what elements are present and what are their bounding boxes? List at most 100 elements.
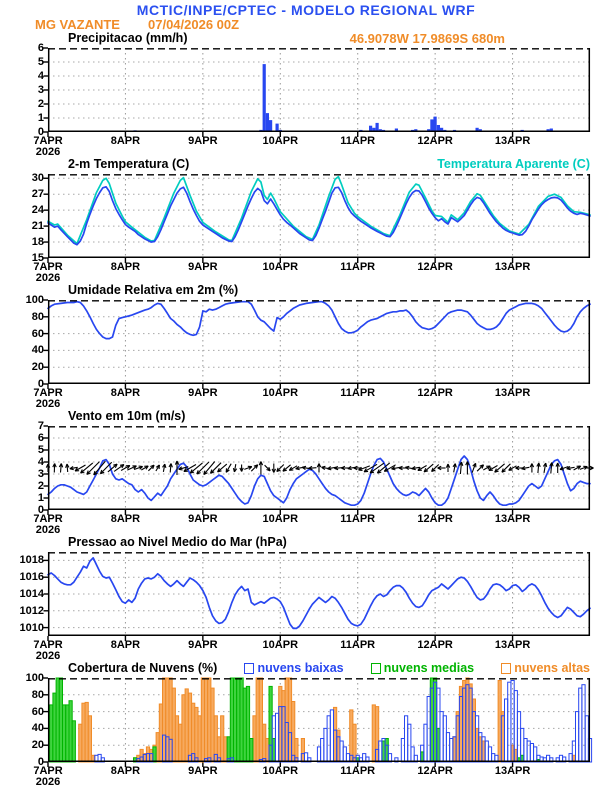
x-tick-label: 7APR	[33, 261, 63, 273]
y-tick-label: 27	[31, 188, 44, 201]
x-tick-label: 7APR	[33, 639, 63, 651]
x-tick-label: 12APR	[417, 765, 453, 777]
x-tick-label: 9APR	[188, 387, 218, 399]
x-year-label: 2026	[35, 146, 61, 158]
y-tick-label: 15	[31, 252, 44, 264]
y-tick-label: 2	[37, 480, 44, 492]
series-pressao-nivel-medio-mar	[47, 557, 591, 630]
y-tick-label: 1012	[19, 604, 44, 617]
x-year-label: 2026	[35, 524, 61, 536]
y-tick-label: 24	[31, 204, 44, 217]
x-tick-label: 12APR	[417, 135, 453, 147]
x-tick-label: 8APR	[110, 639, 141, 651]
x-tick-label: 12APR	[417, 639, 453, 651]
x-tick-label: 13APR	[494, 387, 531, 399]
legend-swatch-icon	[370, 662, 381, 674]
x-tick-label: 9APR	[188, 639, 218, 651]
y-tick-label: 0	[37, 756, 44, 768]
x-tick-label: 9APR	[188, 261, 218, 273]
y-tick-label: 60	[31, 327, 44, 340]
y-tick-label: 2	[37, 98, 44, 110]
x-tick-label: 13APR	[494, 639, 531, 651]
x-tick-label: 8APR	[110, 387, 141, 399]
temperature-chart	[43, 174, 591, 263]
x-year-label: 2026	[35, 272, 61, 284]
run-datetime: 07/04/2026 00Z	[148, 17, 240, 32]
x-tick-label: 10APR	[262, 261, 299, 273]
y-tick-label: 4	[37, 456, 44, 468]
y-tick-label: 5	[37, 56, 44, 68]
panel-title-temperature: 2-m Temperatura (C)	[68, 157, 190, 171]
x-tick-label: 8APR	[110, 135, 141, 147]
y-tick-label: 30	[31, 172, 44, 185]
y-tick-label: 5	[37, 444, 44, 456]
y-tick-label: 21	[31, 220, 44, 233]
x-tick-label: 8APR	[110, 765, 141, 777]
panel-title-humidity: Umidade Relativa em 2m (%)	[68, 283, 239, 297]
x-tick-label: 9APR	[188, 135, 218, 147]
station-name: MG VAZANTE	[35, 17, 120, 32]
pressure-chart	[43, 552, 591, 641]
x-tick-label: 12APR	[417, 387, 453, 399]
x-tick-label: 8APR	[110, 261, 141, 273]
y-tick-label: 1010	[19, 621, 44, 634]
series-umidade-relativa	[47, 300, 591, 340]
x-tick-label: 11APR	[340, 513, 376, 525]
precipitation-chart	[43, 47, 591, 137]
y-tick-label: 1018	[19, 554, 44, 567]
x-tick-label: 10APR	[262, 135, 299, 147]
y-tick-label: 20	[31, 361, 44, 374]
legend-swatch-icon	[244, 662, 255, 674]
y-tick-label: 1	[37, 492, 44, 504]
x-tick-label: 7APR	[33, 387, 63, 399]
series-vento-10m	[47, 455, 591, 507]
model-title: MCTIC/INPE/CPTEC - MODELO REGIONAL WRF	[136, 2, 476, 18]
panel-title-precipitation: Precipitacao (mm/h)	[68, 31, 188, 45]
y-tick-label: 0	[37, 126, 44, 138]
legend-nuvens-altas: nuvens altas	[501, 661, 590, 675]
y-tick-label: 40	[31, 722, 44, 735]
panel-title-wind: Vento em 10m (m/s)	[68, 409, 186, 423]
y-tick-label: 3	[37, 468, 44, 480]
clouds-title-row: Cobertura de Nuvens (%) nuvens baixas nuve…	[68, 661, 590, 675]
y-tick-label: 100	[25, 672, 44, 684]
panel-title-clouds: Cobertura de Nuvens (%)	[68, 661, 218, 675]
y-tick-label: 3	[37, 84, 44, 96]
x-tick-label: 7APR	[33, 513, 63, 525]
legend-nuvens-baixas: nuvens baixas	[244, 661, 344, 675]
y-tick-label: 20	[31, 739, 44, 752]
x-tick-label: 13APR	[494, 261, 531, 273]
clouds-chart	[43, 677, 593, 767]
x-tick-label: 11APR	[340, 639, 376, 651]
x-year-label: 2026	[35, 650, 61, 662]
station-coordinates: 46.9078W 17.9869S 680m	[349, 31, 505, 46]
y-tick-label: 7	[37, 420, 44, 432]
x-tick-label: 7APR	[33, 765, 63, 777]
legend-swatch-icon	[501, 662, 512, 674]
x-year-label: 2026	[35, 776, 61, 788]
x-tick-label: 13APR	[494, 513, 531, 525]
y-tick-label: 6	[37, 42, 44, 54]
x-tick-label: 10APR	[262, 765, 299, 777]
x-tick-label: 10APR	[262, 513, 299, 525]
x-tick-label: 11APR	[340, 387, 376, 399]
x-tick-label: 11APR	[340, 135, 376, 147]
y-tick-label: 80	[31, 688, 44, 701]
legend-nuvens-medias: nuvens medias	[370, 661, 474, 675]
series-Temperatura-Aparente-(C)	[47, 175, 591, 245]
x-tick-label: 12APR	[417, 261, 453, 273]
wind-chart	[43, 425, 594, 515]
x-tick-label: 7APR	[33, 135, 63, 147]
y-tick-label: 60	[31, 705, 44, 718]
y-tick-label: 1014	[19, 588, 44, 600]
x-tick-label: 11APR	[340, 765, 376, 777]
y-tick-label: 0	[37, 504, 44, 516]
x-tick-label: 10APR	[262, 639, 299, 651]
y-tick-label: 4	[37, 70, 44, 82]
x-tick-label: 11APR	[340, 261, 376, 273]
humidity-chart	[43, 299, 591, 389]
y-tick-label: 6	[37, 432, 44, 444]
x-tick-label: 9APR	[188, 513, 218, 525]
x-year-label: 2026	[35, 398, 61, 410]
